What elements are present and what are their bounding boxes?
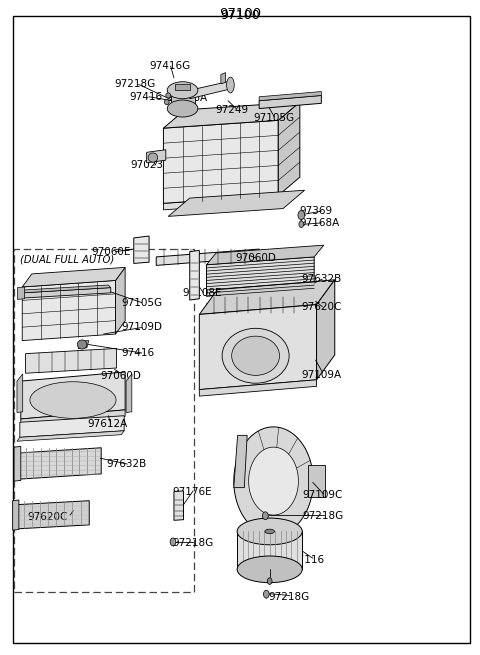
Polygon shape [206, 296, 307, 314]
Bar [14, 249, 193, 592]
Polygon shape [78, 341, 89, 348]
Polygon shape [14, 447, 21, 481]
Text: 97632B: 97632B [301, 274, 341, 284]
Text: 97168A: 97168A [300, 218, 340, 228]
Polygon shape [163, 102, 300, 128]
Ellipse shape [298, 210, 305, 219]
Text: 97416G: 97416G [149, 61, 190, 71]
Ellipse shape [222, 328, 289, 383]
Text: 97105G: 97105G [121, 297, 162, 308]
Polygon shape [199, 280, 335, 314]
Text: 97218G: 97218G [302, 512, 344, 521]
Text: 97023: 97023 [130, 160, 163, 170]
Text: 97060D: 97060D [235, 253, 276, 263]
Ellipse shape [227, 77, 234, 93]
Text: 97109A: 97109A [301, 369, 341, 379]
Polygon shape [259, 96, 322, 109]
Polygon shape [22, 280, 116, 341]
Text: 97620C: 97620C [301, 301, 342, 312]
Ellipse shape [167, 82, 198, 99]
Ellipse shape [167, 100, 198, 117]
Polygon shape [17, 500, 89, 529]
Text: 97060E: 97060E [92, 247, 131, 257]
Polygon shape [206, 257, 314, 296]
Polygon shape [19, 448, 101, 479]
Polygon shape [199, 380, 317, 396]
Ellipse shape [170, 538, 176, 546]
Polygon shape [126, 374, 132, 413]
Polygon shape [237, 531, 302, 569]
Polygon shape [199, 305, 317, 390]
Text: 97106A: 97106A [167, 93, 207, 103]
Polygon shape [17, 431, 124, 441]
Text: 97176E: 97176E [172, 487, 212, 497]
Text: 97218G: 97218G [172, 538, 213, 548]
Text: 97100: 97100 [219, 7, 261, 20]
Polygon shape [17, 374, 23, 413]
Polygon shape [259, 92, 322, 101]
Polygon shape [249, 447, 299, 515]
Polygon shape [134, 236, 149, 263]
Polygon shape [168, 190, 305, 216]
Text: 97249: 97249 [215, 105, 248, 115]
Text: 97612A: 97612A [88, 419, 128, 428]
Text: 97218G: 97218G [269, 591, 310, 602]
Polygon shape [12, 500, 19, 530]
Ellipse shape [30, 382, 116, 419]
Polygon shape [147, 150, 166, 163]
Ellipse shape [232, 336, 279, 375]
Polygon shape [190, 250, 199, 300]
Polygon shape [17, 287, 24, 299]
Polygon shape [156, 249, 259, 265]
Polygon shape [309, 465, 325, 497]
Polygon shape [175, 84, 190, 90]
Ellipse shape [166, 93, 170, 98]
Text: 97632B: 97632B [106, 459, 146, 469]
Polygon shape [234, 436, 247, 487]
Polygon shape [221, 73, 226, 84]
Text: 97105G: 97105G [253, 113, 294, 123]
Text: 97109C: 97109C [302, 491, 343, 500]
Ellipse shape [265, 529, 275, 534]
Text: 97100: 97100 [220, 9, 260, 22]
Text: 97416: 97416 [129, 92, 162, 102]
Polygon shape [174, 491, 183, 520]
Ellipse shape [148, 153, 157, 162]
Polygon shape [317, 280, 335, 380]
Text: (DUAL FULL AUTO): (DUAL FULL AUTO) [20, 254, 114, 265]
Polygon shape [20, 285, 111, 293]
Polygon shape [278, 102, 300, 195]
Ellipse shape [267, 578, 272, 584]
Polygon shape [206, 245, 324, 265]
Polygon shape [163, 195, 278, 210]
Polygon shape [21, 410, 125, 426]
Text: 97218G: 97218G [115, 79, 156, 89]
Text: 97109D: 97109D [121, 322, 162, 333]
Polygon shape [25, 348, 117, 373]
Polygon shape [307, 288, 316, 307]
Polygon shape [116, 267, 125, 334]
Text: 97369: 97369 [300, 206, 333, 216]
Ellipse shape [299, 221, 304, 227]
Polygon shape [22, 288, 111, 298]
Polygon shape [170, 90, 194, 109]
Polygon shape [20, 416, 124, 438]
Text: 97060D: 97060D [100, 371, 141, 381]
Polygon shape [21, 372, 125, 419]
Text: 97108E: 97108E [182, 288, 222, 298]
Text: 97620C: 97620C [27, 512, 67, 522]
Ellipse shape [264, 590, 269, 598]
Ellipse shape [237, 518, 302, 545]
Ellipse shape [164, 100, 169, 105]
Polygon shape [22, 267, 125, 287]
Ellipse shape [237, 556, 302, 583]
Ellipse shape [263, 512, 268, 519]
Polygon shape [190, 81, 230, 99]
Text: 97416: 97416 [121, 348, 155, 358]
Polygon shape [234, 427, 313, 535]
Polygon shape [163, 121, 278, 203]
Ellipse shape [77, 340, 87, 349]
Text: 97116: 97116 [292, 555, 325, 565]
